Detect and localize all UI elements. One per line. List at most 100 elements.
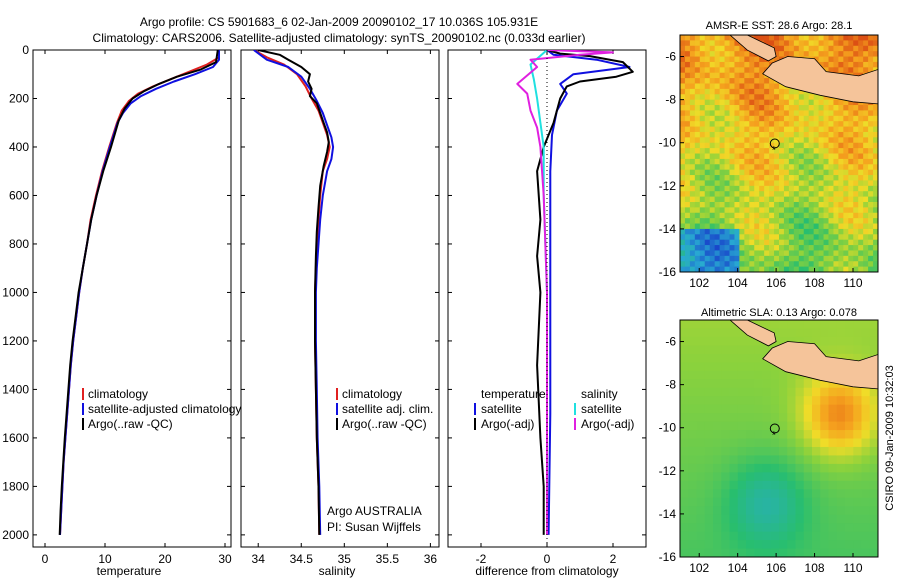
heatmap-cell: [873, 234, 878, 241]
heatmap-cell: [759, 137, 765, 144]
heatmap-cell: [689, 212, 696, 219]
heatmap-cell: [713, 328, 722, 338]
heatmap-cell: [853, 35, 859, 41]
heatmap-cell: [845, 446, 854, 457]
heatmap-cell: [721, 548, 731, 557]
heatmap-cell: [779, 506, 788, 516]
heatmap-cell: [803, 438, 813, 448]
heatmap-cell: [689, 40, 696, 47]
map-x-tick-label: 110: [843, 276, 862, 290]
heatmap-cell: [734, 126, 740, 133]
heatmap-cell: [684, 261, 691, 268]
heatmap-cell: [762, 514, 772, 524]
heatmap-cell: [843, 51, 849, 58]
heatmap-cell: [788, 266, 795, 272]
heatmap-cell: [704, 223, 711, 230]
heatmap-cell: [783, 51, 790, 58]
heatmap-cell: [709, 45, 716, 52]
heatmap-cell: [803, 413, 813, 423]
heatmap-cell: [833, 207, 839, 214]
heatmap-cell: [746, 404, 755, 414]
heatmap-cell: [696, 336, 706, 346]
heatmap-cell: [759, 105, 765, 112]
heatmap-cell: [680, 169, 686, 176]
heatmap-cell: [783, 212, 790, 219]
heatmap-cell: [788, 223, 795, 230]
heatmap-cell: [680, 413, 689, 423]
heatmap-cell: [729, 239, 736, 246]
heatmap-cell: [734, 72, 740, 79]
heatmap-cell: [873, 261, 878, 268]
heatmap-cell: [719, 45, 726, 52]
heatmap-cell: [798, 35, 805, 41]
heatmap-cell: [843, 196, 849, 203]
heatmap-cell: [744, 94, 750, 101]
heatmap-cell: [709, 51, 716, 58]
heatmap-cell: [774, 180, 780, 187]
heatmap-cell: [724, 201, 731, 208]
heatmap-cell: [729, 514, 739, 524]
sla-map-title: Altimetric SLA: 0.13 Argo: 0.078: [701, 307, 857, 319]
heatmap-cell: [843, 212, 849, 219]
heatmap-cell: [769, 153, 775, 160]
heatmap-cell: [779, 99, 785, 106]
heatmap-cell: [813, 115, 820, 122]
heatmap-cell: [812, 320, 821, 330]
heatmap-cell: [823, 158, 830, 165]
heatmap-cell: [754, 548, 764, 557]
heatmap-cell: [808, 105, 815, 112]
heatmap-cell: [793, 105, 800, 112]
heatmap-cell: [838, 234, 844, 241]
heatmap-cell: [744, 99, 750, 106]
heatmap-cell: [759, 207, 765, 214]
heatmap-cell: [754, 212, 760, 219]
heatmap-cell: [713, 438, 722, 448]
sla-map-land: *: [729, 320, 878, 442]
heatmap-cell: [868, 51, 874, 58]
heatmap-cell: [737, 328, 747, 338]
heatmap-cell: [861, 396, 871, 406]
heatmap-cell: [688, 489, 698, 499]
heatmap-cell: [812, 413, 821, 423]
heatmap-cell: [684, 191, 691, 198]
heatmap-cell: [699, 169, 706, 176]
heatmap-cell: [729, 446, 739, 457]
heatmap-cell: [770, 328, 780, 338]
heatmap-cell: [689, 266, 696, 272]
heatmap-cell: [861, 506, 871, 516]
heatmap-cell: [783, 223, 790, 230]
heatmap-cell: [787, 548, 797, 557]
heatmap-cell: [783, 126, 790, 133]
pi-annotation: PI: Susan Wijffels: [327, 520, 421, 534]
heatmap-cell: [808, 234, 815, 241]
heatmap-cell: [853, 51, 859, 58]
heatmap-cell: [749, 153, 755, 160]
heatmap-cell: [843, 245, 849, 252]
heatmap-cell: [843, 45, 849, 52]
heatmap-cell: [828, 169, 835, 176]
heatmap-cell: [709, 234, 716, 241]
heatmap-cell: [828, 430, 838, 440]
heatmap-cell: [684, 212, 691, 219]
heatmap-cell: [818, 94, 825, 101]
heatmap-cell: [848, 61, 854, 68]
heatmap-cell: [719, 180, 726, 187]
heatmap-cell: [868, 137, 874, 144]
heatmap-cell: [684, 94, 691, 101]
heatmap-cell: [788, 45, 795, 52]
heatmap-cell: [759, 131, 765, 138]
map-x-tick-label: 106: [766, 276, 786, 290]
heatmap-cell: [858, 218, 864, 225]
heatmap-cell: [762, 413, 772, 423]
heatmap-cell: [764, 212, 770, 219]
heatmap-cell: [754, 88, 760, 95]
heatmap-cell: [769, 115, 775, 122]
heatmap-cell: [684, 180, 691, 187]
heatmap-cell: [873, 223, 878, 230]
heatmap-cell: [699, 164, 706, 171]
heatmap-cell: [704, 169, 711, 176]
heatmap-cell: [734, 164, 740, 171]
heatmap-cell: [746, 548, 755, 557]
heatmap-cell: [853, 67, 859, 74]
heatmap-cell: [863, 185, 869, 192]
